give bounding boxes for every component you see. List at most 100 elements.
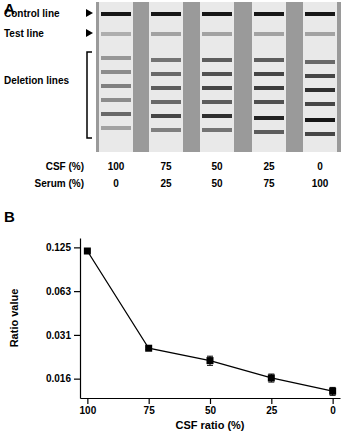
strip-band [254,58,284,62]
plot-area [84,248,336,396]
x-tick-label: 100 [80,405,97,416]
row-value: 50 [211,178,223,189]
y-tick-label: 0.016 [46,373,71,384]
strip [99,2,133,152]
error-bar-line [268,374,274,375]
row-value: 100 [108,161,125,172]
x-tick-label: 50 [205,405,217,416]
strip-band [202,58,232,62]
annotation: Test line [4,28,44,39]
error-bar-line [207,356,213,357]
row-value: 0 [113,178,119,189]
bracket [87,52,92,138]
strip-band [101,70,131,74]
strip-band [101,32,131,36]
strip [200,2,234,152]
strip-band [151,114,181,118]
x-axis: 100 75 50 25 0 [80,398,341,416]
x-tick: 75 [144,398,156,416]
strip-band [151,100,181,104]
arrow [86,29,93,37]
y-tick: 0.063 [46,286,80,297]
strip-band [101,112,131,116]
strip-band [151,128,181,132]
error-bar [207,356,213,365]
strip [149,2,183,152]
row-label: CSF (%) [46,161,84,172]
row-value: 50 [211,161,223,172]
x-tick-mark [271,398,272,404]
error-bar [268,374,274,382]
strip-band [101,12,131,16]
x-tick-label: 75 [144,405,156,416]
row-value: 75 [263,178,275,189]
x-tick-label: 0 [330,405,336,416]
x-axis-title: CSF ratio (%) [175,419,244,431]
row-value: 25 [160,178,172,189]
annotation: Control line [4,8,60,19]
y-tick-label: 0.063 [46,286,71,297]
panel-label: B [4,208,15,225]
strip-band [254,12,284,16]
strip-band [305,102,335,106]
strip-band [202,100,232,104]
strip-photo [96,2,341,152]
y-tick-mark [74,379,80,380]
x-tick-mark [87,398,88,404]
error-bar-line [268,382,274,383]
y-tick-mark [74,291,80,292]
strip-band [305,88,335,92]
strip-band [305,32,335,36]
strip-band [254,130,284,134]
row-value: 0 [317,161,323,172]
strip-band [202,72,232,76]
strip-band [254,100,284,104]
row-value: 25 [263,161,275,172]
strip-band [101,56,131,60]
strip [252,2,286,152]
y-axis: 0.016 0.031 0.063 0.125 [46,239,81,399]
strip-band [202,32,232,36]
marker [145,345,152,352]
strip-band [151,72,181,76]
strip-band [254,86,284,90]
error-bar-line [330,395,336,396]
marker [84,248,91,255]
x-tick: 50 [205,398,217,416]
y-tick: 0.031 [46,330,80,341]
row-label: Serum (%) [35,178,84,189]
strip-band [101,84,131,88]
strip-band [101,98,131,102]
row-value: 75 [160,161,172,172]
strip-band [305,132,335,136]
strip-band [305,60,335,64]
y-axis-title: Ratio value [8,289,20,348]
strip-band [202,128,232,132]
data-line [87,251,332,391]
strip-band [202,12,232,16]
strip-band [305,118,335,122]
y-tick-mark [74,335,80,336]
x-tick: 25 [266,398,278,416]
x-tick-mark [210,398,211,404]
strip-band [151,58,181,62]
y-tick-label: 0.031 [46,330,71,341]
x-tick-label: 25 [266,405,278,416]
y-tick-label: 0.125 [46,242,71,253]
strip-band [202,86,232,90]
error-bar-line [207,365,213,366]
strip-band [305,12,335,16]
y-tick: 0.125 [46,242,80,253]
strip-band [151,86,181,90]
y-tick-mark [74,247,80,248]
arrow [86,9,93,17]
strip-band [101,126,131,130]
strip-band [254,116,284,120]
strip-band [254,32,284,36]
marker [207,357,214,364]
strip-band [254,72,284,76]
y-axis-line [80,239,81,399]
strip [303,2,337,152]
x-tick: 100 [80,398,97,416]
error-bar [330,387,336,395]
